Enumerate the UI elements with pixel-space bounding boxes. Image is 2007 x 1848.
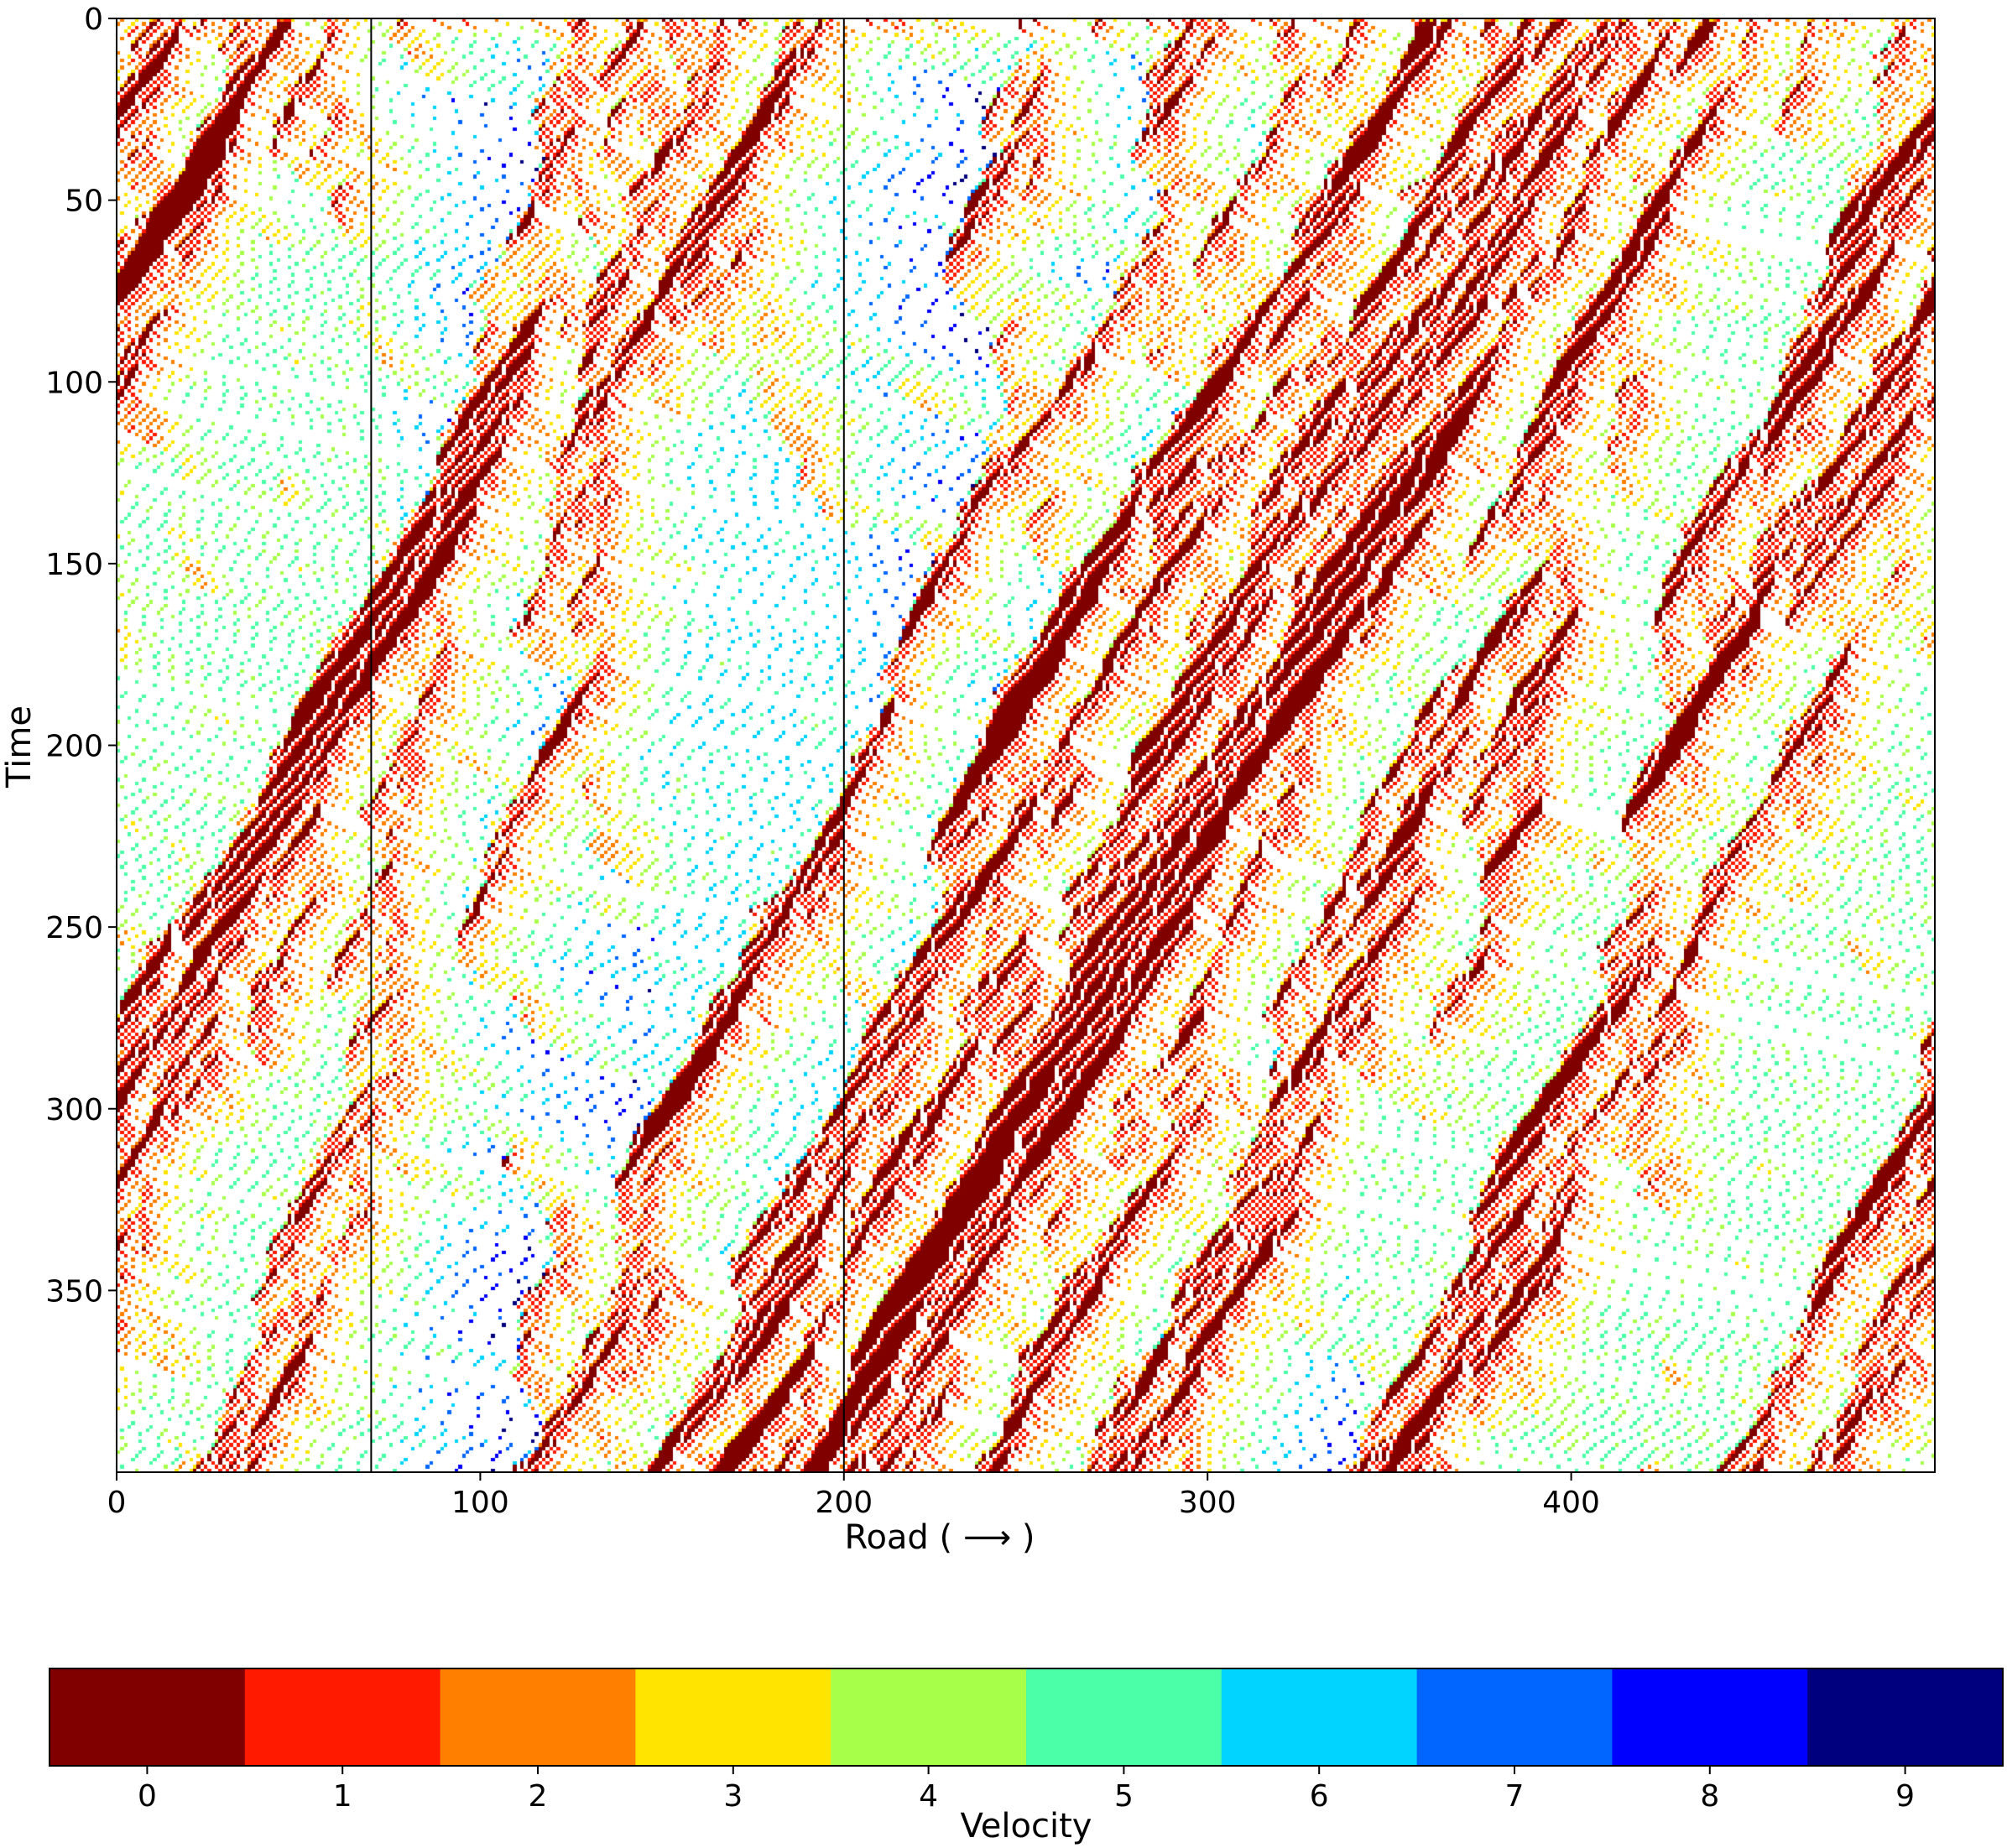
colorbar-tick-label: 1 <box>333 1779 352 1814</box>
heatmap-image <box>117 18 1935 1472</box>
x-tick-label: 0 <box>107 1486 127 1520</box>
colorbar-frame <box>49 1668 2004 1767</box>
y-axis-ticks: 0 50 100 150 200 250 300 350 <box>45 3 117 1309</box>
colorbar-tick-label: 0 <box>138 1779 157 1814</box>
colorbar-label: Velocity <box>961 1807 1092 1845</box>
colorbar-cell-7 <box>1416 1668 1613 1766</box>
colorbar-tick-label: 5 <box>1114 1779 1134 1814</box>
colorbar-tick-label: 3 <box>723 1779 743 1814</box>
colorbar-tick-label: 7 <box>1505 1779 1525 1814</box>
colorbar: 0 1 2 3 4 5 6 7 8 9 Velocity <box>49 1668 2004 1845</box>
y-tick-label: 300 <box>45 1093 103 1127</box>
x-tick-label: 400 <box>1542 1486 1600 1520</box>
colorbar-cell-6 <box>1221 1668 1418 1766</box>
colorbar-tick-label: 2 <box>529 1779 548 1814</box>
colorbar-cell-3 <box>635 1668 831 1766</box>
lane-boundary-lines <box>370 18 845 1472</box>
y-axis-label: Time <box>0 705 39 789</box>
colorbar-cells <box>50 1668 2004 1766</box>
x-tick-label: 300 <box>1179 1486 1237 1520</box>
plot-area <box>116 18 1936 1473</box>
colorbar-tick-label: 8 <box>1700 1779 1719 1814</box>
y-tick-label: 350 <box>45 1274 103 1309</box>
y-tick-label: 50 <box>65 185 103 219</box>
colorbar-cell-9 <box>1807 1668 2004 1766</box>
x-axis-ticks: 0 100 200 300 400 <box>107 1472 1600 1520</box>
y-tick-label: 0 <box>84 3 103 37</box>
y-tick-label: 200 <box>45 730 103 764</box>
colorbar-cell-0 <box>50 1668 246 1766</box>
colorbar-cell-5 <box>1026 1668 1222 1766</box>
y-tick-label: 150 <box>45 548 103 582</box>
colorbar-cell-4 <box>831 1668 1027 1766</box>
x-tick-label: 100 <box>451 1486 509 1520</box>
colorbar-ticks: 0 1 2 3 4 5 6 7 8 9 <box>138 1766 1915 1814</box>
colorbar-tick-label: 9 <box>1895 1779 1915 1814</box>
colorbar-cell-8 <box>1612 1668 1808 1766</box>
x-tick-label: 200 <box>815 1486 873 1520</box>
y-tick-label: 250 <box>45 911 103 945</box>
colorbar-cell-1 <box>244 1668 441 1766</box>
colorbar-tick-label: 4 <box>919 1779 938 1814</box>
colorbar-cell-2 <box>440 1668 636 1766</box>
y-tick-label: 100 <box>45 366 103 400</box>
colorbar-tick-label: 6 <box>1310 1779 1329 1814</box>
x-axis-label: Road ( ⟶ ) <box>844 1518 1035 1557</box>
